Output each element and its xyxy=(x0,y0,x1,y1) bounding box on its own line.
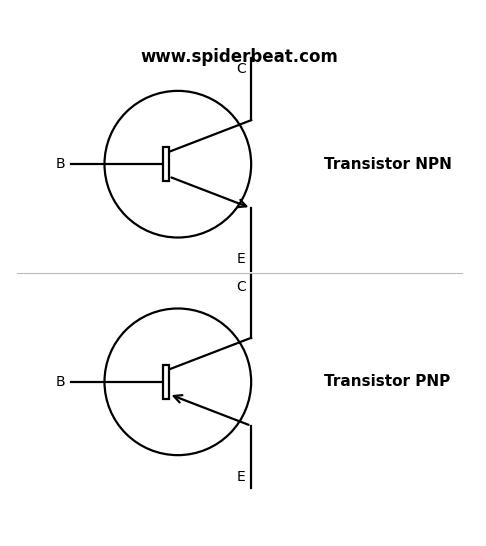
Text: Transistor NPN: Transistor NPN xyxy=(325,157,452,171)
Bar xyxy=(163,365,169,399)
Text: www.spiderbeat.com: www.spiderbeat.com xyxy=(140,48,338,66)
Text: B: B xyxy=(56,375,66,389)
Text: E: E xyxy=(236,252,245,266)
Bar xyxy=(163,147,169,181)
Text: Transistor PNP: Transistor PNP xyxy=(325,375,451,389)
Text: E: E xyxy=(236,470,245,484)
Text: C: C xyxy=(236,280,245,294)
Text: B: B xyxy=(56,157,66,171)
Text: C: C xyxy=(236,62,245,76)
